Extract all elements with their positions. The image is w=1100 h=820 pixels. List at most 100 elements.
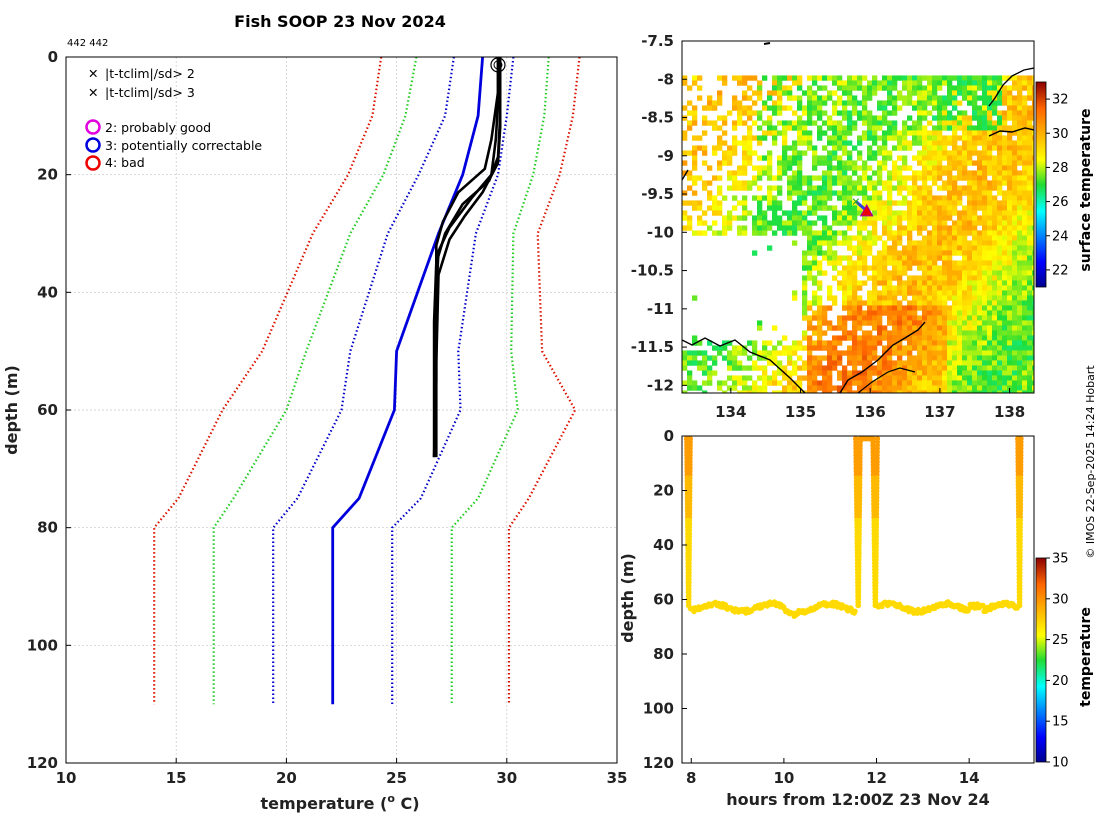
sst-cell <box>782 130 788 136</box>
sst-cell <box>767 105 773 111</box>
sst-cell <box>772 375 778 381</box>
sst-cell <box>1002 290 1008 296</box>
sst-cell <box>882 100 888 106</box>
sst-cell <box>1032 355 1034 361</box>
sst-cell <box>697 360 703 366</box>
sst-cell <box>832 90 838 96</box>
sst-cell <box>1017 115 1023 121</box>
sst-cell <box>747 130 753 136</box>
sst-cell <box>987 265 993 271</box>
sst-cell <box>962 380 968 386</box>
sst-cell <box>967 355 973 361</box>
sst-cell <box>867 275 873 281</box>
sst-cell <box>687 360 693 366</box>
sst-cell <box>907 205 913 211</box>
sst-cell <box>882 240 888 246</box>
sst-cell <box>922 240 928 246</box>
sst-cell <box>717 380 723 386</box>
sst-cell <box>942 360 948 366</box>
sst-cell <box>942 110 948 116</box>
sst-cell <box>712 100 718 106</box>
sst-cell <box>827 325 833 331</box>
sst-cell <box>992 110 998 116</box>
sst-cell <box>1012 125 1018 131</box>
sst-cell <box>1007 105 1013 111</box>
sst-cell <box>1012 275 1018 281</box>
sst-cell <box>842 175 848 181</box>
sst-cell <box>912 200 918 206</box>
sst-cell <box>792 95 798 101</box>
sst-cell <box>827 155 833 161</box>
sst-cell <box>782 220 788 226</box>
sst-cell <box>822 345 828 351</box>
sst-cell <box>982 350 988 356</box>
sst-cell <box>1007 290 1013 296</box>
sst-cell <box>852 260 858 266</box>
sst-cell <box>972 295 978 301</box>
sst-cell <box>867 130 873 136</box>
sst-cell <box>862 100 868 106</box>
sst-cell <box>872 315 878 321</box>
sst-cell <box>1032 300 1034 306</box>
sst-cell <box>692 110 698 116</box>
sst-cell <box>972 140 978 146</box>
sst-cell <box>947 320 953 326</box>
sst-cell <box>1007 125 1013 131</box>
sst-cell <box>872 235 878 241</box>
sst-cell <box>987 240 993 246</box>
sst-cell <box>857 220 863 226</box>
sst-cell <box>687 215 693 221</box>
sst-cell <box>987 370 993 376</box>
sst-cell <box>842 170 848 176</box>
sst-cell <box>892 295 898 301</box>
sst-cell <box>847 125 853 131</box>
sst-cell <box>942 270 948 276</box>
sst-cell <box>907 265 913 271</box>
sst-cell <box>1002 230 1008 236</box>
sst-cell <box>1012 345 1018 351</box>
sst-cell <box>972 350 978 356</box>
sst-cell <box>867 230 873 236</box>
sst-cell <box>917 135 923 141</box>
sst-cell <box>712 205 718 211</box>
sst-cell <box>922 250 928 256</box>
sst-cell <box>1022 85 1028 91</box>
sst-cell <box>822 320 828 326</box>
sst-cell <box>852 185 858 191</box>
sst-cell <box>912 320 918 326</box>
sst-cell <box>1012 225 1018 231</box>
sst-cell <box>907 145 913 151</box>
sst-cell <box>857 280 863 286</box>
sst-cell <box>952 330 958 336</box>
sst-cell <box>882 150 888 156</box>
sst-cell <box>762 135 768 141</box>
sst-cell <box>862 350 868 356</box>
sst-cell <box>977 85 983 91</box>
sst-cell <box>1032 130 1034 136</box>
sst-cell <box>902 260 908 266</box>
sst-cell <box>922 350 928 356</box>
sst-cell <box>967 280 973 286</box>
sst-cell <box>907 185 913 191</box>
sst-cell <box>857 320 863 326</box>
sst-cell <box>747 340 753 346</box>
sst-cell <box>907 365 913 371</box>
sst-cell <box>832 130 838 136</box>
sst-cell <box>1027 120 1033 126</box>
sst-cell <box>882 205 888 211</box>
sst-cell <box>872 190 878 196</box>
sst-cell <box>737 80 743 86</box>
sst-cell <box>812 75 818 81</box>
sst-cell <box>827 135 833 141</box>
sst-cell <box>1032 210 1034 216</box>
sst-cell <box>792 140 798 146</box>
sst-cell <box>967 130 973 136</box>
sst-cell <box>912 285 918 291</box>
sst-cell <box>987 185 993 191</box>
sst-cell <box>712 200 718 206</box>
sst-cell <box>907 275 913 281</box>
sst-cell <box>1022 240 1028 246</box>
sst-cell <box>912 140 918 146</box>
sst-cell <box>947 250 953 256</box>
sst-cell <box>992 340 998 346</box>
